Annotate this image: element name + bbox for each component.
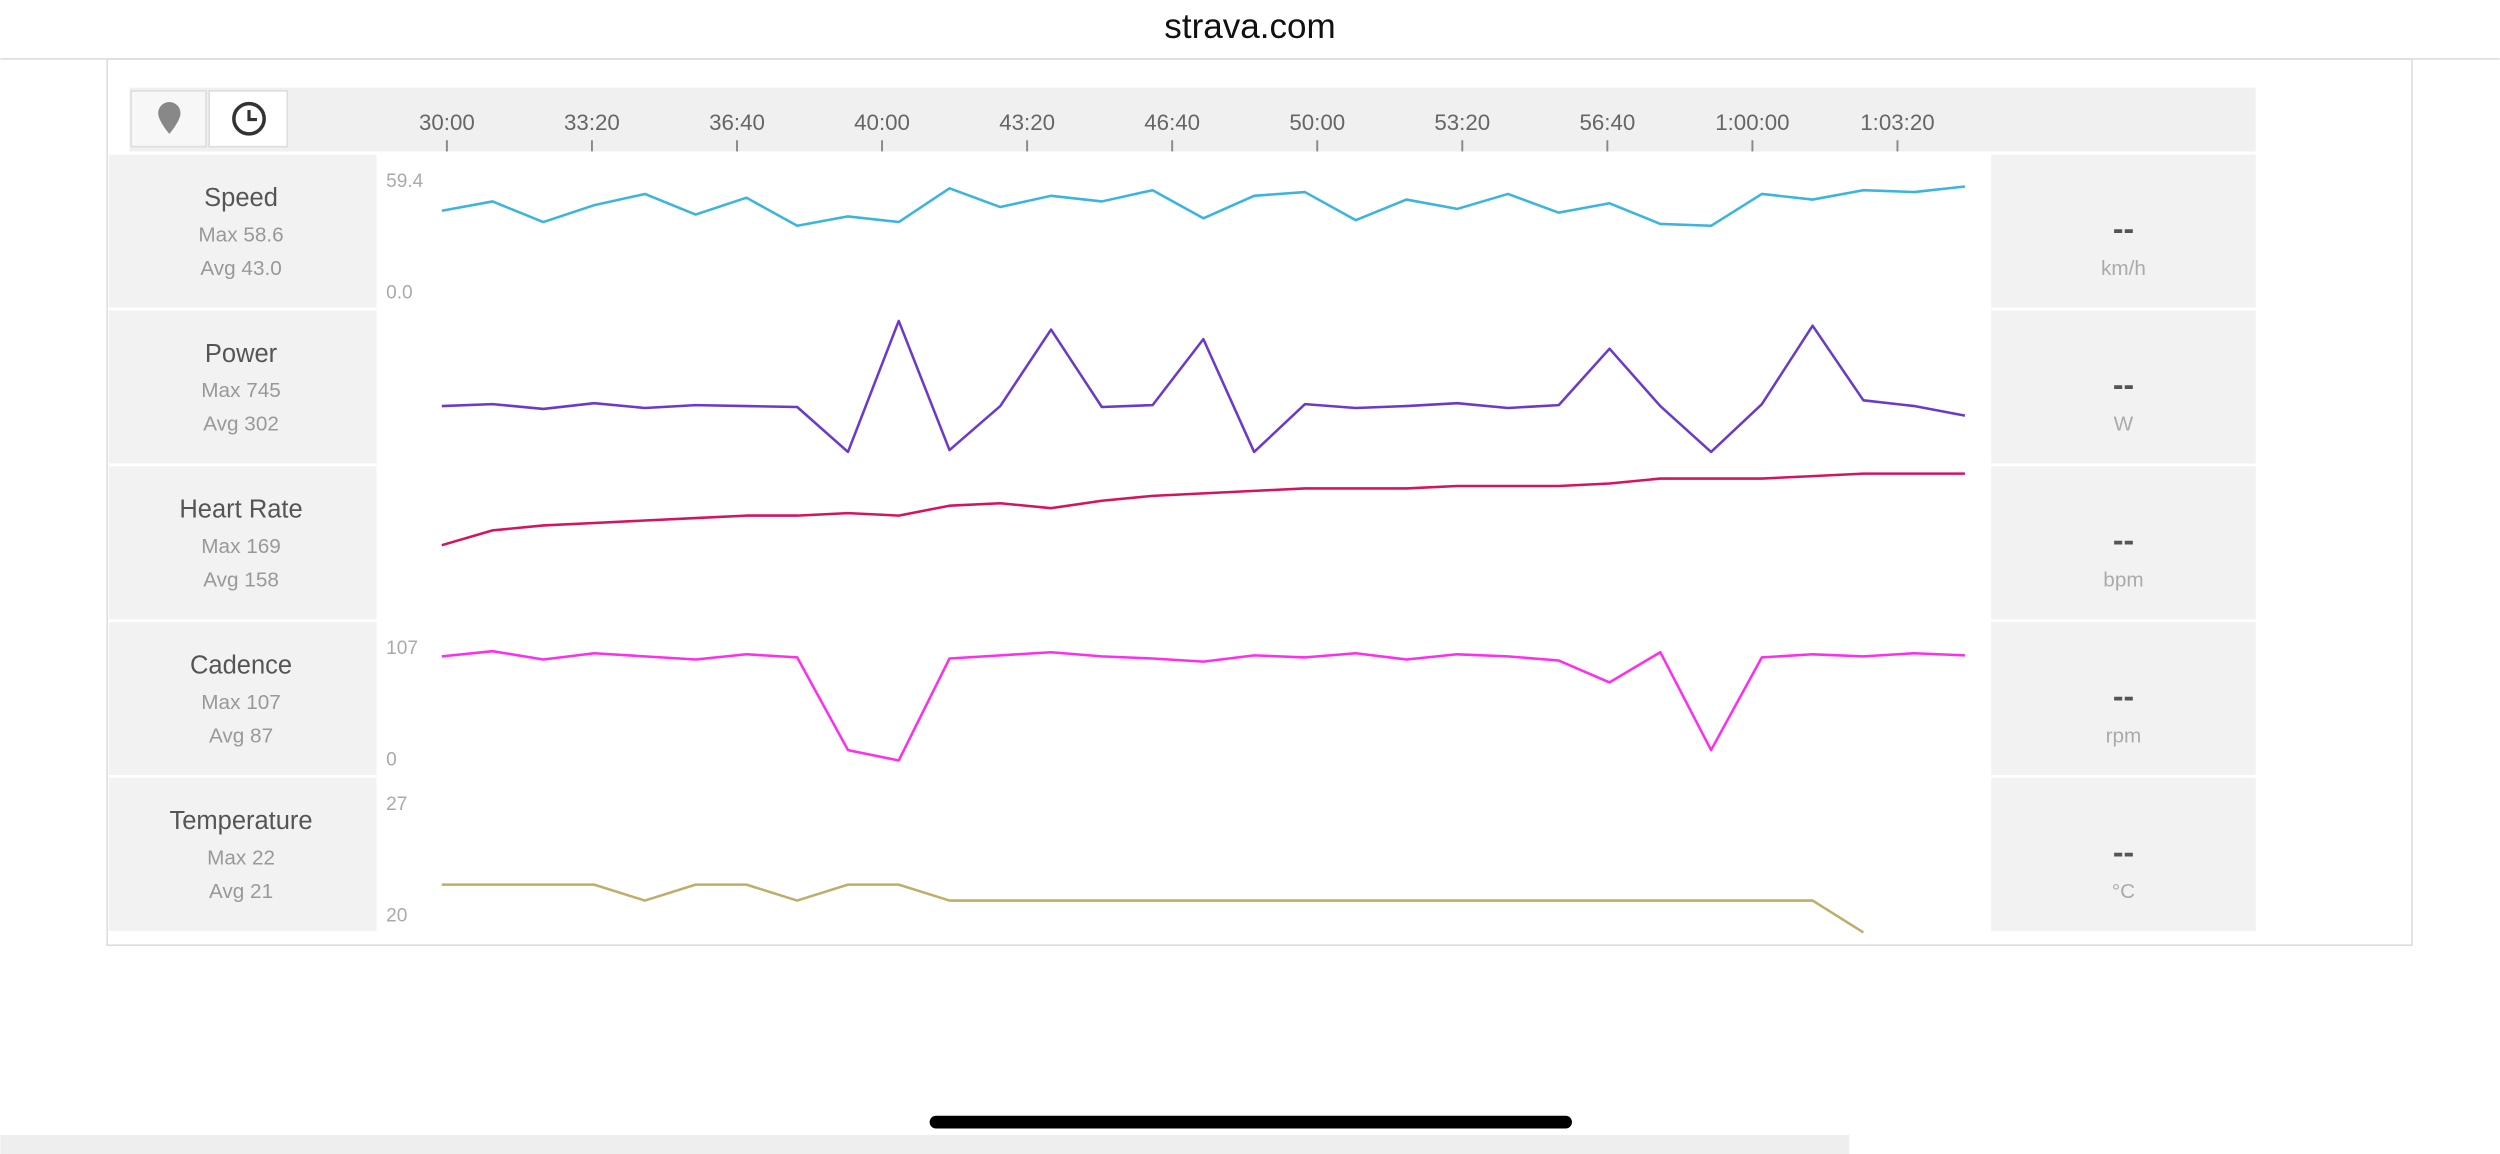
y-tick-label: 107 (386, 638, 418, 659)
value-cell (1991, 777, 2256, 931)
current-value: -- (2113, 211, 2134, 247)
stream-stat: Avg 43.0 (200, 257, 281, 280)
unit: km/h (2101, 257, 2146, 280)
label-cell (108, 466, 377, 620)
stream-stat: Max 745 (201, 379, 280, 402)
site-url: strava.com (1164, 7, 1335, 46)
y-tick-label: 0 (386, 750, 397, 771)
stream-stat: Max 58.6 (198, 223, 283, 246)
plot-area (376, 466, 1990, 620)
x-tick-label: 1:00:00 (1715, 110, 1789, 135)
unit: °C (2112, 880, 2135, 903)
x-tick-label: 1:03:20 (1860, 110, 1934, 135)
stream-title: Cadence (190, 651, 292, 679)
series-line (441, 319, 1966, 454)
plot-area (376, 777, 1990, 931)
analysis-frame (106, 58, 2413, 946)
value-cell (1991, 466, 2256, 620)
stream-stat: Avg 87 (209, 724, 273, 747)
x-tick-label: 56:40 (1579, 110, 1635, 135)
unit: W (2114, 413, 2134, 436)
stream-title: Power (205, 340, 278, 368)
stream-stat: Avg 21 (209, 880, 273, 903)
x-tick-label: 50:00 (1289, 110, 1345, 135)
plot-area (376, 310, 1990, 464)
stream-title: Heart Rate (179, 496, 302, 524)
series-line (441, 185, 1966, 228)
home-indicator (929, 1115, 1572, 1129)
x-tick-label: 33:20 (564, 110, 620, 135)
y-tick-label: 20 (386, 906, 407, 927)
series-line (441, 883, 1865, 934)
stream-title: Speed (204, 184, 278, 212)
value-cell (1991, 622, 2256, 776)
stream-stat: Max 22 (207, 847, 275, 870)
clock-hands (247, 109, 257, 122)
pin-icon (158, 102, 181, 134)
series-line (441, 649, 1965, 762)
series-line (441, 472, 1965, 547)
stream-stat: Avg 158 (203, 568, 279, 591)
value-cell (1991, 154, 2256, 308)
unit: rpm (2106, 724, 2142, 747)
current-value: -- (2113, 678, 2134, 714)
stream-title: Temperature (169, 807, 312, 835)
current-value: -- (2113, 366, 2134, 402)
y-tick-label: 59.4 (386, 171, 424, 192)
bottom-strip (0, 1134, 1850, 1154)
value-cell (1991, 310, 2256, 464)
label-cell (108, 777, 377, 931)
unit: bpm (2103, 568, 2143, 591)
stream-stat: Max 169 (201, 535, 280, 558)
clock-icon (232, 101, 266, 136)
stream-stat: Avg 302 (203, 413, 279, 436)
y-tick-label: 0.0 (386, 282, 413, 303)
label-cell (108, 310, 377, 464)
label-cell (108, 154, 377, 308)
x-tick-label: 43:20 (999, 110, 1055, 135)
y-tick-label: 27 (386, 794, 407, 815)
x-tick-label: 30:00 (419, 110, 475, 135)
x-tick-label: 36:40 (709, 110, 765, 135)
current-value: -- (2113, 834, 2134, 870)
current-value: -- (2113, 522, 2134, 558)
x-tick-label: 46:40 (1144, 110, 1200, 135)
x-tick-label: 40:00 (854, 110, 910, 135)
stream-stat: Max 107 (201, 691, 280, 714)
label-cell (108, 622, 377, 776)
plot-area (376, 622, 1990, 776)
x-tick-label: 53:20 (1434, 110, 1490, 135)
plot-area (376, 154, 1990, 308)
axis-header (129, 87, 2256, 152)
